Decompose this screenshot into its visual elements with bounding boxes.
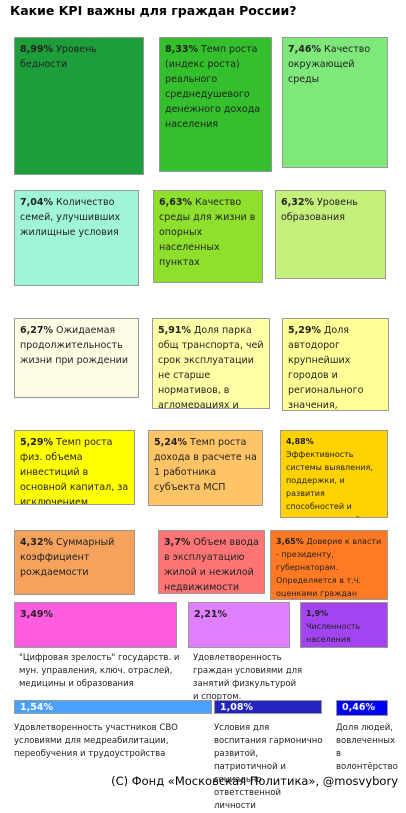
kpi-value: 7,04%: [20, 197, 53, 208]
kpi-box: 3,7% Объем ввода в эксплуатацию жилой и …: [158, 530, 265, 594]
kpi-value: 2,21%: [194, 609, 227, 620]
kpi-box: 3,49%: [14, 602, 177, 648]
footer: (С) Фонд «Московская Политика», @mosvybo…: [111, 774, 398, 788]
kpi-value: 4,32%: [20, 537, 53, 548]
kpi-box: 1,08%: [214, 700, 322, 714]
kpi-box: 1,9% Численность населения субъекта РФ: [300, 602, 388, 648]
kpi-label: Объем ввода в эксплуатацию жилой и нежил…: [164, 537, 259, 593]
kpi-label: Качество среды для жизни в опорных насел…: [159, 197, 256, 268]
kpi-box: 5,91% Доля парка общ транспорта, чей сро…: [152, 318, 270, 409]
kpi-label: Доля парка общ транспорта, чей срок эксп…: [158, 325, 264, 409]
kpi-box: 8,33% Темп роста (индекс роста) реальног…: [159, 37, 272, 172]
kpi-label: Уровень образования: [281, 197, 358, 223]
kpi-label: Темп роста дохода в расчете на 1 работни…: [154, 437, 257, 493]
kpi-box: 4,88% Эффективность системы выявления, п…: [280, 430, 388, 518]
kpi-value: 4,88%: [286, 437, 314, 446]
kpi-value: 3,7%: [164, 537, 191, 548]
kpi-box: 5,24% Темп роста дохода в расчете на 1 р…: [148, 430, 263, 506]
kpi-value: 3,65%: [276, 537, 304, 546]
kpi-box: 4,32% Суммарный коэффициент рождаемости: [14, 530, 135, 595]
kpi-value: 1,9%: [306, 609, 329, 618]
title: Какие KPI важны для граждан России?: [10, 3, 297, 18]
kpi-value: 6,63%: [159, 197, 192, 208]
kpi-value: 1,08%: [220, 702, 253, 713]
kpi-box: 0,46%: [336, 700, 388, 716]
kpi-box: 6,32% Уровень образования: [275, 190, 386, 279]
kpi-value: 8,33%: [165, 44, 198, 55]
kpi-value: 0,46%: [342, 702, 375, 713]
kpi-label: Эффективность системы выявления, поддерж…: [286, 450, 373, 517]
kpi-label: Доля автодорог крупнейших городов и реги…: [288, 325, 364, 411]
kpi-label: "Цифровая зрелость" государств. и мун. у…: [19, 653, 180, 689]
kpi-label: Условия для воспитания гармонично развит…: [214, 723, 323, 811]
kpi-label: Доля людей, вовлеченных в волонтёрство: [336, 723, 398, 772]
kpi-label: Темп роста (индекс роста) реального сред…: [165, 44, 261, 130]
kpi-label: Удовлетворенность граждан условиями для …: [193, 653, 303, 702]
kpi-box: 6,63% Качество среды для жизни в опорных…: [153, 190, 263, 283]
kpi-label: Темп роста физ. объема инвестиций в осно…: [20, 437, 129, 505]
kpi-label: Ожидаемая продолжительность жизни при ро…: [20, 325, 128, 366]
kpi-value: 5,24%: [154, 437, 187, 448]
kpi-box: 6,27% Ожидаемая продолжительность жизни …: [14, 318, 139, 398]
kpi-value: 1,54%: [20, 702, 53, 713]
kpi-box: 7,04% Количество семей, улучшивших жилищ…: [14, 190, 139, 286]
kpi-value: 8,99%: [20, 44, 53, 55]
kpi-value: 7,46%: [288, 44, 321, 55]
kpi-box: 5,29% Доля автодорог крупнейших городов …: [282, 318, 389, 411]
kpi-value: 5,91%: [158, 325, 191, 336]
kpi-value: 6,32%: [281, 197, 314, 208]
kpi-value: 5,29%: [20, 437, 53, 448]
kpi-value: 3,49%: [20, 609, 53, 620]
kpi-box: 3,65% Доверие к власти - президенту, губ…: [270, 530, 388, 600]
kpi-label: Удовлетворенность участников СВО условия…: [14, 723, 178, 759]
kpi-value: 5,29%: [288, 325, 321, 336]
kpi-label: Количество семей, улучшивших жилищные ус…: [20, 197, 121, 238]
kpi-label: Уровень бедности: [20, 44, 97, 70]
kpi-value: 6,27%: [20, 325, 53, 336]
kpi-box: 1,54%: [14, 700, 212, 714]
kpi-box: 8,99% Уровень бедности: [14, 37, 144, 175]
kpi-box: 5,29% Темп роста физ. объема инвестиций …: [14, 430, 135, 505]
kpi-box: 2,21%: [188, 602, 290, 648]
kpi-box: 7,46% Качество окружающей среды: [282, 37, 388, 168]
kpi-label: Суммарный коэффициент рождаемости: [20, 537, 115, 578]
kpi-label: Численность населения субъекта РФ: [306, 622, 361, 644]
kpi-label: Доверие к власти - президенту, губернато…: [276, 537, 382, 598]
kpi-label: Качество окружающей среды: [288, 44, 371, 85]
